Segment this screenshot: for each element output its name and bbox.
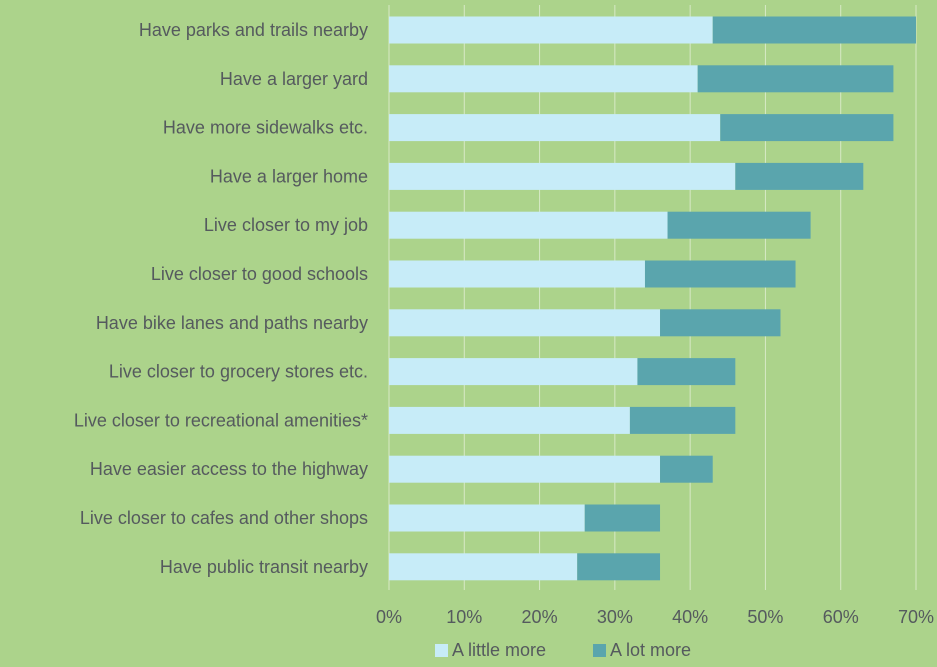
bar-segment-a-little-more (389, 553, 578, 581)
bar-segment-a-lot-more (577, 553, 661, 581)
category-label: Have more sidewalks etc. (163, 118, 368, 138)
bar-segment-a-little-more (389, 16, 713, 44)
category-labels: Have parks and trails nearby Have a large… (74, 20, 368, 577)
x-axis-tick-labels: 0% 10% 20% 30% 40% 50% 60% 70% (376, 607, 934, 627)
bar-segment-a-little-more (389, 406, 630, 434)
x-tick-label: 30% (597, 607, 633, 627)
bar-segment-a-little-more (389, 65, 698, 93)
bar-segment-a-lot-more (644, 260, 796, 288)
category-label: Have parks and trails nearby (139, 20, 368, 40)
bar-segment-a-little-more (389, 114, 721, 142)
x-tick-label: 50% (747, 607, 783, 627)
bar-segment-a-lot-more (584, 504, 661, 532)
bar-segment-a-little-more (389, 162, 736, 190)
category-label: Have a larger home (210, 166, 368, 186)
bar-segment-a-little-more (389, 309, 661, 337)
bar-segment-a-lot-more (667, 211, 811, 239)
category-label: Live closer to grocery stores etc. (109, 362, 368, 382)
x-tick-label: 0% (376, 607, 402, 627)
bar-segment-a-lot-more (712, 16, 916, 44)
category-label: Live closer to recreational amenities* (74, 410, 368, 430)
legend-label: A little more (452, 640, 546, 660)
category-label: Have bike lanes and paths nearby (96, 313, 368, 333)
x-tick-label: 70% (898, 607, 934, 627)
legend-label: A lot more (610, 640, 691, 660)
x-tick-label: 40% (672, 607, 708, 627)
legend: A little more A lot more (435, 640, 691, 660)
category-label: Live closer to my job (204, 215, 368, 235)
bar-segment-a-little-more (389, 455, 661, 483)
x-tick-label: 10% (446, 607, 482, 627)
x-tick-label: 20% (522, 607, 558, 627)
bar-segment-a-little-more (389, 504, 585, 532)
category-label: Live closer to cafes and other shops (80, 508, 368, 528)
bar-segment-a-lot-more (697, 65, 894, 93)
bar-segment-a-lot-more (637, 358, 736, 386)
bar-segment-a-little-more (389, 260, 645, 288)
bar-segment-a-lot-more (629, 406, 736, 434)
category-label: Live closer to good schools (151, 264, 368, 284)
category-label: Have a larger yard (220, 69, 368, 89)
bar-segment-a-little-more (389, 211, 668, 239)
bar-segment-a-lot-more (660, 309, 781, 337)
gridlines (388, 5, 917, 590)
bars (389, 16, 916, 581)
bar-segment-a-lot-more (720, 114, 894, 142)
x-tick-label: 60% (823, 607, 859, 627)
category-label: Have easier access to the highway (90, 459, 368, 479)
category-label: Have public transit nearby (160, 557, 368, 577)
bar-segment-a-little-more (389, 358, 638, 386)
legend-swatch (435, 644, 448, 657)
legend-swatch (593, 644, 606, 657)
bar-segment-a-lot-more (735, 162, 864, 190)
bar-segment-a-lot-more (660, 455, 713, 483)
